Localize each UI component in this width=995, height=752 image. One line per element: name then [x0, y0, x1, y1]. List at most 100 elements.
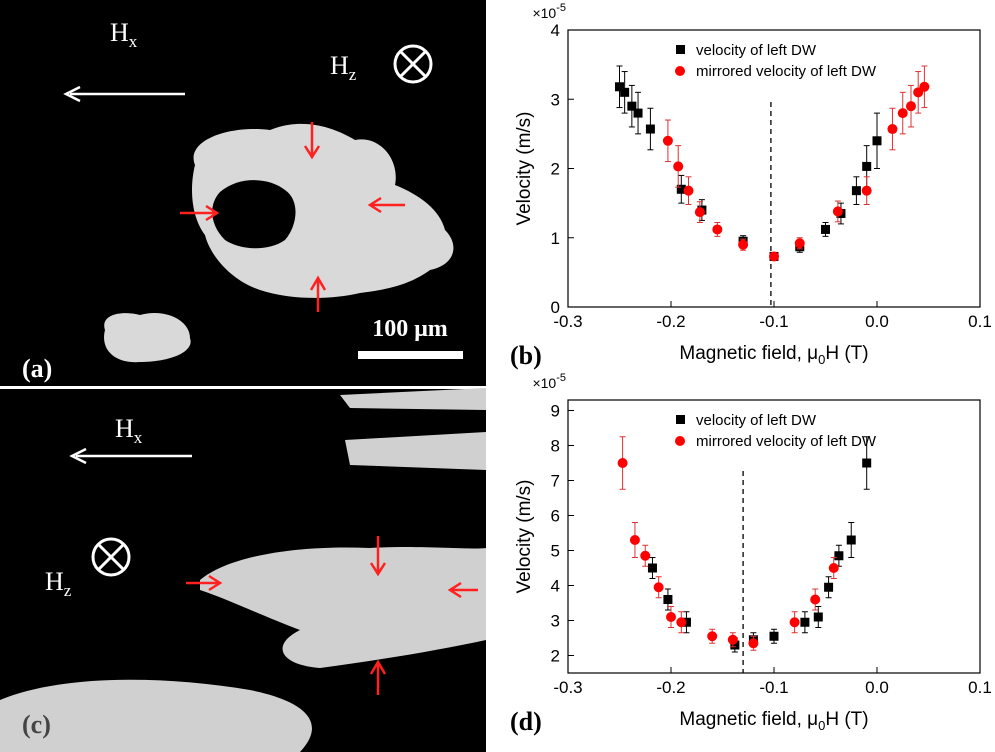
data-point — [800, 617, 810, 627]
data-point — [862, 161, 872, 171]
hx-sub: x — [129, 32, 138, 51]
data-point — [707, 631, 718, 642]
data-point — [810, 594, 821, 605]
hx: H — [115, 414, 134, 443]
y-tick-label: 6 — [551, 507, 560, 526]
data-point — [629, 535, 640, 545]
data-point — [663, 595, 673, 604]
x-label-end: H (T) — [825, 343, 868, 364]
y-tick-label: 2 — [551, 160, 560, 179]
scale-bar — [358, 351, 463, 359]
data-point — [851, 186, 861, 196]
data-point — [872, 136, 882, 146]
data-point — [887, 124, 898, 135]
x-tick-label: 0.1 — [968, 678, 992, 697]
data-point — [676, 184, 686, 194]
data-point — [834, 551, 844, 561]
data-point — [813, 612, 823, 622]
data-point — [633, 108, 643, 118]
domain — [0, 388, 486, 752]
y-tick-label: 5 — [551, 542, 560, 561]
data-point — [640, 550, 651, 561]
data-point — [861, 185, 872, 196]
legend-marker — [675, 66, 685, 76]
panel-label: (b) — [510, 341, 542, 370]
data-point — [681, 617, 691, 627]
x-label-sub: 0 — [818, 352, 825, 367]
y-tick-label: 8 — [551, 437, 560, 456]
data-point — [617, 458, 628, 468]
data-point — [897, 108, 908, 119]
y-tick-label: 7 — [551, 472, 560, 491]
data-point — [905, 101, 916, 112]
data-point — [824, 582, 834, 592]
data-point — [738, 239, 749, 250]
data-point — [821, 224, 830, 234]
x-tick-label: -0.1 — [759, 312, 788, 331]
y-axis-label: Velocity (m/s) — [514, 111, 535, 225]
scale-label: 100 μm — [372, 316, 448, 342]
x-axis-label: Magnetic field, μ0H (T) — [679, 343, 868, 367]
data-point — [846, 535, 856, 545]
data-point — [828, 563, 839, 573]
y-tick-label: 2 — [551, 647, 560, 666]
x-tick-label: 0.0 — [865, 312, 889, 331]
multiplier-base: ×10 — [532, 375, 556, 391]
red-arrows — [180, 122, 405, 312]
legend-label: mirrored velocity of left DW — [696, 433, 877, 450]
hz: H — [45, 567, 64, 596]
data-point — [673, 161, 684, 172]
data-point — [666, 612, 676, 622]
data-point — [683, 185, 694, 196]
x-label-main: Magnetic field, μ — [679, 343, 818, 364]
domain-hole — [212, 180, 296, 249]
x-label-end: H (T) — [825, 709, 868, 730]
legend-marker — [675, 436, 685, 446]
data-point — [615, 82, 624, 92]
hx: H — [110, 18, 129, 47]
data-point — [662, 135, 673, 146]
data-point — [645, 124, 655, 134]
legend-label: velocity of left DW — [696, 42, 817, 59]
field-arrow — [69, 447, 192, 465]
hz-sub: z — [349, 65, 357, 84]
hx-label: Hx — [115, 414, 143, 447]
domain — [192, 123, 454, 298]
field-out-symbol — [393, 44, 433, 84]
hx-label: Hx — [110, 18, 138, 51]
y-tick-label: 3 — [551, 612, 560, 631]
x-tick-label: -0.1 — [759, 678, 788, 697]
x-tick-label: 0.1 — [968, 312, 992, 331]
y-tick-label: 9 — [551, 402, 560, 421]
data-point — [789, 617, 800, 628]
panel-label: (c) — [22, 710, 51, 739]
y-tick-label: 0 — [551, 298, 560, 317]
data-point — [730, 640, 740, 650]
x-tick-label: 0.0 — [865, 678, 889, 697]
data-point — [620, 87, 630, 97]
data-point — [712, 224, 723, 235]
data-point — [832, 206, 843, 217]
data-point — [748, 638, 759, 649]
legend-marker — [676, 415, 685, 424]
y-axis-label: Velocity (m/s) — [514, 479, 535, 593]
data-point — [676, 617, 687, 628]
data-point — [794, 238, 805, 249]
panel-label: (d) — [510, 707, 542, 736]
hx-sub: x — [134, 428, 143, 447]
x-tick-label: -0.2 — [656, 312, 685, 331]
data-point — [653, 582, 664, 593]
multiplier: ×10-5 — [532, 372, 566, 391]
hz-sub: z — [64, 581, 72, 600]
x-tick-label: -0.2 — [656, 678, 685, 697]
multiplier: ×10-5 — [532, 2, 566, 21]
y-tick-label: 1 — [551, 229, 560, 248]
domain — [104, 312, 191, 363]
y-tick-label: 4 — [551, 577, 560, 596]
data-point — [647, 563, 657, 573]
x-tick-label: -0.3 — [553, 312, 582, 331]
data-point — [919, 81, 930, 92]
multiplier-base: ×10 — [532, 5, 556, 21]
data-point — [694, 207, 705, 218]
